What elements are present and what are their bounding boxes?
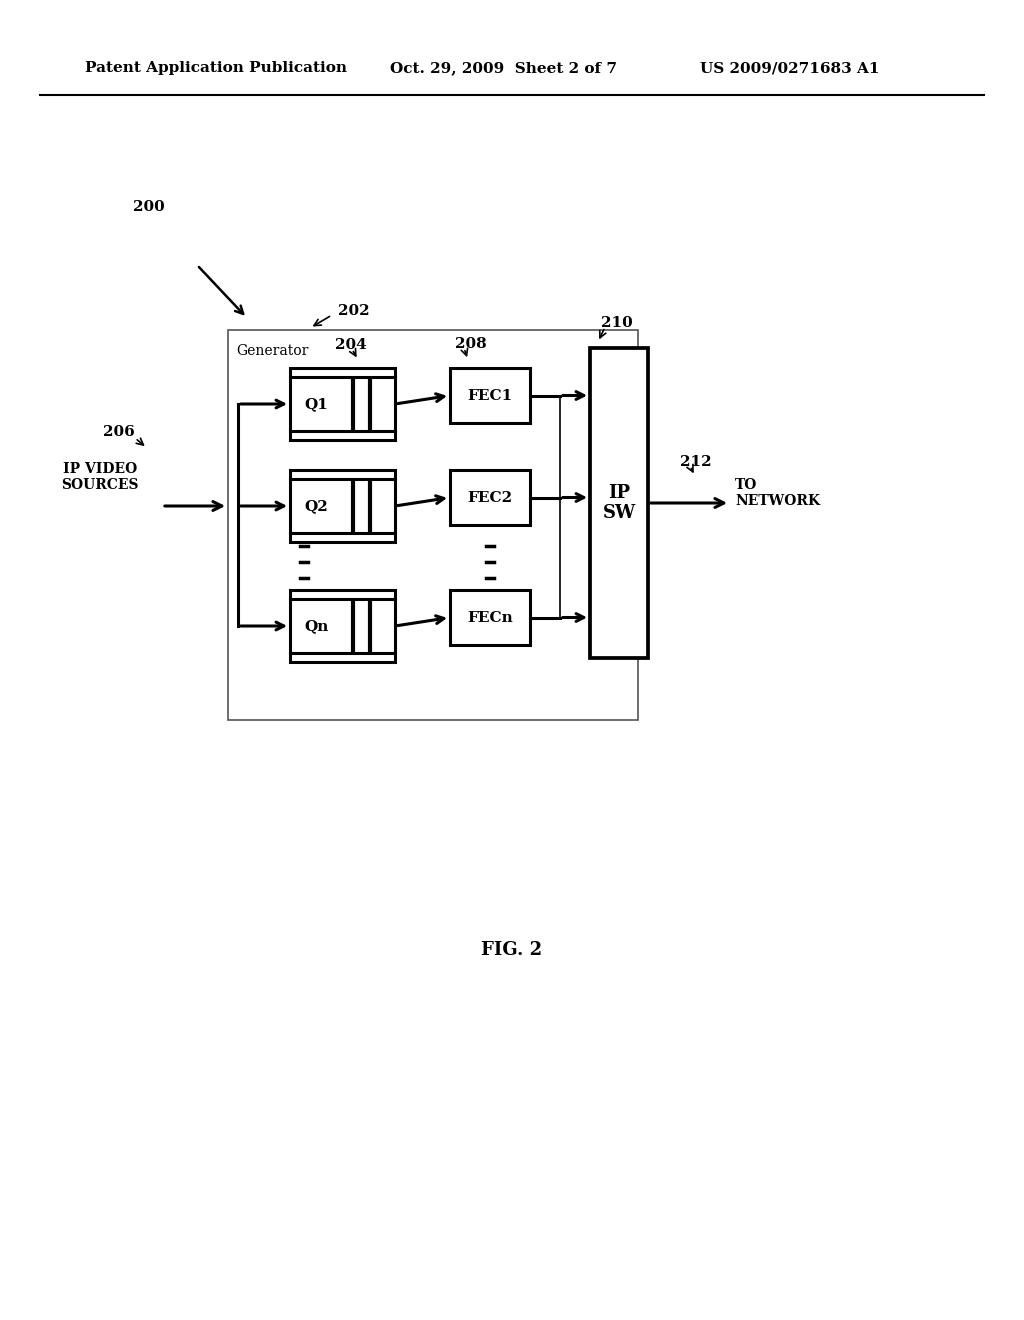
- Text: Patent Application Publication: Patent Application Publication: [85, 61, 347, 75]
- Text: FEC2: FEC2: [467, 491, 513, 504]
- Text: FIG. 2: FIG. 2: [481, 941, 543, 960]
- Bar: [290, 590, 395, 663]
- Text: Qn: Qn: [304, 619, 329, 634]
- Text: 212: 212: [680, 455, 712, 469]
- Text: 206: 206: [103, 425, 135, 440]
- Text: Q1: Q1: [304, 397, 328, 411]
- Text: Q2: Q2: [304, 499, 328, 513]
- Text: 202: 202: [338, 304, 370, 318]
- Bar: [290, 368, 395, 440]
- Text: 210: 210: [601, 315, 633, 330]
- Bar: [290, 470, 395, 543]
- Bar: [450, 470, 530, 525]
- Text: 204: 204: [335, 338, 367, 352]
- Text: 208: 208: [455, 337, 486, 351]
- Text: 200: 200: [133, 201, 165, 214]
- Text: Oct. 29, 2009  Sheet 2 of 7: Oct. 29, 2009 Sheet 2 of 7: [390, 61, 617, 75]
- Bar: [450, 590, 530, 645]
- Text: FEC1: FEC1: [467, 388, 513, 403]
- Bar: [450, 368, 530, 422]
- Text: US 2009/0271683 A1: US 2009/0271683 A1: [700, 61, 880, 75]
- Text: IP VIDEO
SOURCES: IP VIDEO SOURCES: [61, 462, 138, 492]
- Bar: [590, 348, 648, 657]
- Text: TO
NETWORK: TO NETWORK: [735, 478, 820, 508]
- Bar: [228, 330, 638, 719]
- Text: IP
SW: IP SW: [602, 483, 636, 523]
- Text: Generator: Generator: [236, 345, 308, 358]
- Text: FECn: FECn: [467, 610, 513, 624]
